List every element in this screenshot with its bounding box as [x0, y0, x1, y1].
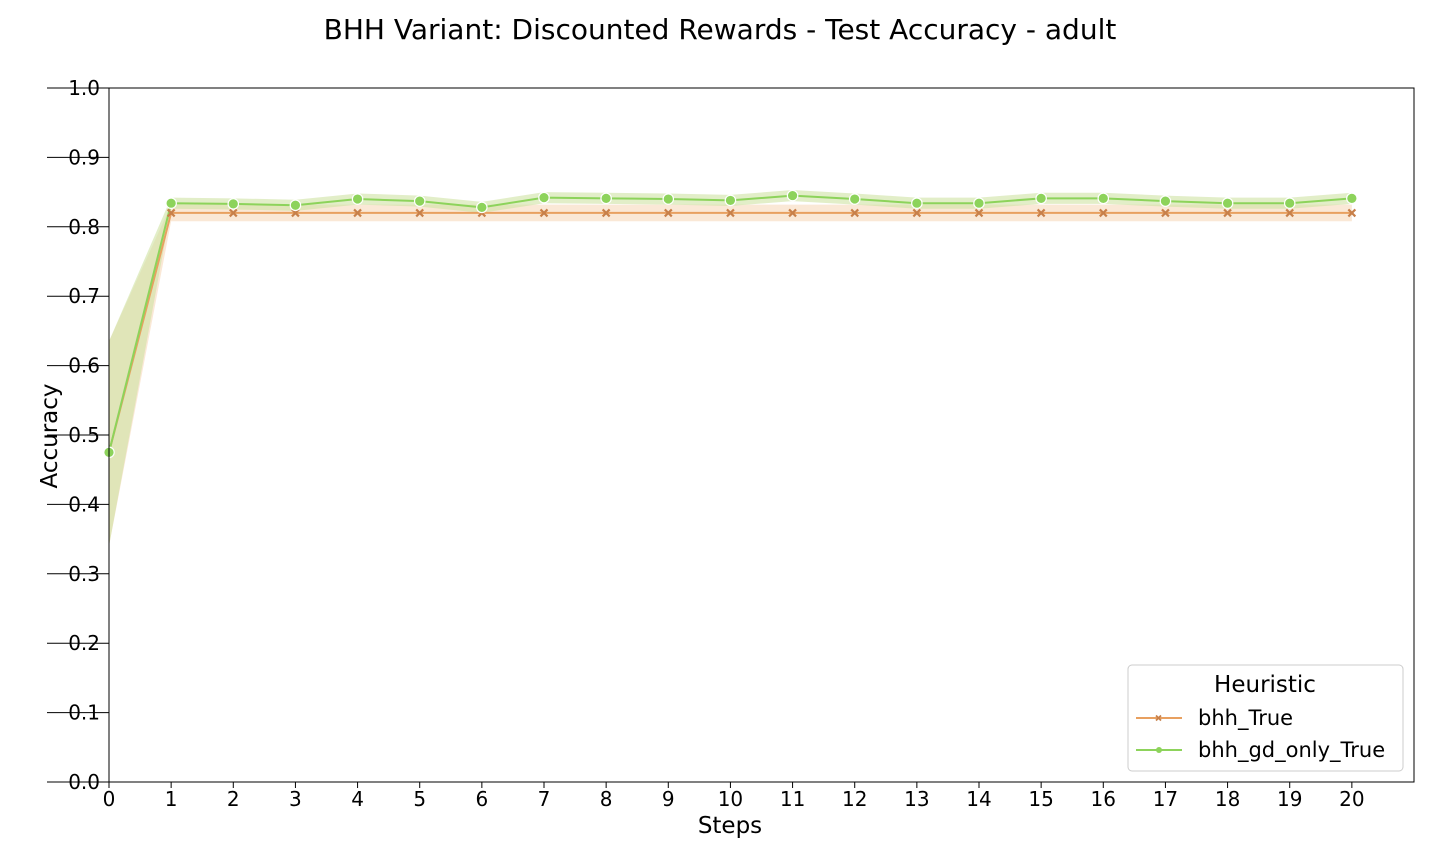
point-bhh_gd_only_True-7: [538, 191, 550, 204]
point-bhh_True-5: [415, 208, 424, 218]
point-bhh_gd_only_True-4: [351, 193, 364, 205]
point-bhh_gd_only_True-16: [1097, 192, 1110, 205]
point-bhh_True-13: [912, 208, 922, 218]
x-axis-label: Steps: [698, 813, 762, 839]
y-tick-label-0.1: 0.1: [68, 701, 100, 725]
point-bhh_True-1: [166, 208, 176, 218]
point-bhh_True-17: [1161, 208, 1170, 218]
point-bhh_gd_only_True-19: [1283, 197, 1296, 210]
point-bhh_gd_only_True-12: [848, 193, 861, 205]
point-bhh_True-14: [974, 208, 984, 218]
x-tick-label-4: 4: [351, 787, 364, 811]
point-bhh_gd_only_True-1: [165, 197, 177, 210]
y-tick-label-0.9: 0.9: [68, 145, 100, 169]
point-bhh_True-4: [353, 208, 362, 218]
point-bhh_gd_only_True-5: [413, 195, 426, 207]
y-tick-label-0.3: 0.3: [68, 562, 100, 586]
y-tick-label-0.2: 0.2: [68, 631, 100, 655]
y-tick-label-0.8: 0.8: [68, 215, 100, 239]
x-tick-label-11: 11: [780, 787, 805, 811]
x-tick-label-6: 6: [475, 787, 488, 811]
legend-item-bhh_gd_only_True: bhh_gd_only_True: [1136, 738, 1385, 763]
series-line-bhh_True: [108, 211, 1352, 453]
point-bhh_gd_only_True-10: [724, 194, 737, 207]
point-bhh_True-12: [850, 208, 859, 218]
series-lines: [108, 194, 1352, 453]
point-bhh_True-10: [726, 208, 735, 218]
point-bhh_True-18: [1223, 208, 1232, 218]
x-tick-label-9: 9: [662, 787, 675, 811]
point-bhh_gd_only_True-13: [911, 197, 923, 210]
point-bhh_gd_only_True-6: [476, 201, 488, 214]
x-tick-label-2: 2: [227, 787, 240, 811]
chart-title: BHH Variant: Discounted Rewards - Test A…: [324, 13, 1117, 46]
x-tick-label-10: 10: [718, 787, 743, 811]
point-bhh_gd_only_True-11: [786, 189, 799, 202]
x-tick-label-15: 15: [1028, 787, 1053, 811]
point-bhh_gd_only_True-2: [227, 198, 240, 210]
legend-item-bhh_True: bhh_True: [1136, 706, 1293, 731]
point-bhh_True-9: [664, 208, 673, 218]
x-tick-label-1: 1: [165, 787, 178, 811]
point-bhh_True-16: [1099, 208, 1108, 218]
confidence-band-bhh_True: [109, 204, 1352, 547]
point-bhh_True-19: [1285, 208, 1294, 218]
confidence-bands: [109, 190, 1352, 547]
y-tick-label-0.7: 0.7: [68, 284, 100, 308]
point-bhh_True-2: [229, 208, 238, 218]
x-tick-label-14: 14: [966, 787, 991, 811]
series-line-bhh_gd_only_True: [108, 194, 1352, 453]
axes: 0.00.10.20.30.40.50.60.70.80.91.00 1 2 3 4 5 6…: [47, 76, 1415, 811]
x-tick-label-3: 3: [289, 787, 302, 811]
point-bhh_True-7: [539, 208, 549, 218]
legend: Heuristic bhh_True bhh_gd_only_True: [1127, 664, 1404, 772]
series-markers: [103, 189, 1358, 459]
x-tick-label-17: 17: [1153, 787, 1178, 811]
x-tick-label-19: 19: [1277, 787, 1302, 811]
x-tick-label-7: 7: [538, 787, 551, 811]
x-tick-label-0: 0: [103, 787, 116, 811]
confidence-band-bhh_gd_only_True: [109, 190, 1352, 547]
y-axis-label: Accuracy: [37, 383, 63, 488]
point-bhh_gd_only_True-14: [973, 197, 985, 210]
point-bhh_gd_only_True-15: [1035, 192, 1047, 205]
x-tick-label-20: 20: [1339, 787, 1364, 811]
y-tick-label-0.4: 0.4: [68, 492, 100, 516]
point-bhh_True-8: [601, 208, 611, 218]
point-bhh_True-15: [1036, 208, 1046, 218]
y-tick-label-1.0: 1.0: [68, 76, 100, 100]
x-tick-label-16: 16: [1091, 787, 1116, 811]
point-bhh_gd_only_True-8: [600, 192, 612, 205]
point-bhh_gd_only_True-20: [1346, 192, 1358, 205]
point-bhh_True-20: [1347, 208, 1357, 218]
point-bhh_gd_only_True-9: [662, 193, 675, 205]
y-tick-label-0.0: 0.0: [68, 770, 100, 794]
x-tick-label-5: 5: [413, 787, 426, 811]
point-bhh_gd_only_True-18: [1221, 197, 1234, 210]
x-tick-label-12: 12: [842, 787, 867, 811]
legend-label-bhh_True: bhh_True: [1198, 706, 1293, 731]
y-tick-label-0.6: 0.6: [68, 354, 100, 378]
legend-box: [1127, 664, 1404, 772]
point-bhh_True-11: [788, 208, 797, 218]
y-tick-label-0.5: 0.5: [68, 423, 100, 447]
x-tick-label-13: 13: [904, 787, 929, 811]
x-tick-label-8: 8: [600, 787, 613, 811]
x-tick-label-18: 18: [1215, 787, 1240, 811]
point-bhh_gd_only_True-3: [289, 199, 302, 212]
point-bhh_gd_only_True-17: [1159, 195, 1172, 207]
legend-title: Heuristic: [1214, 672, 1316, 698]
legend-label-bhh_gd_only_True: bhh_gd_only_True: [1198, 738, 1385, 763]
